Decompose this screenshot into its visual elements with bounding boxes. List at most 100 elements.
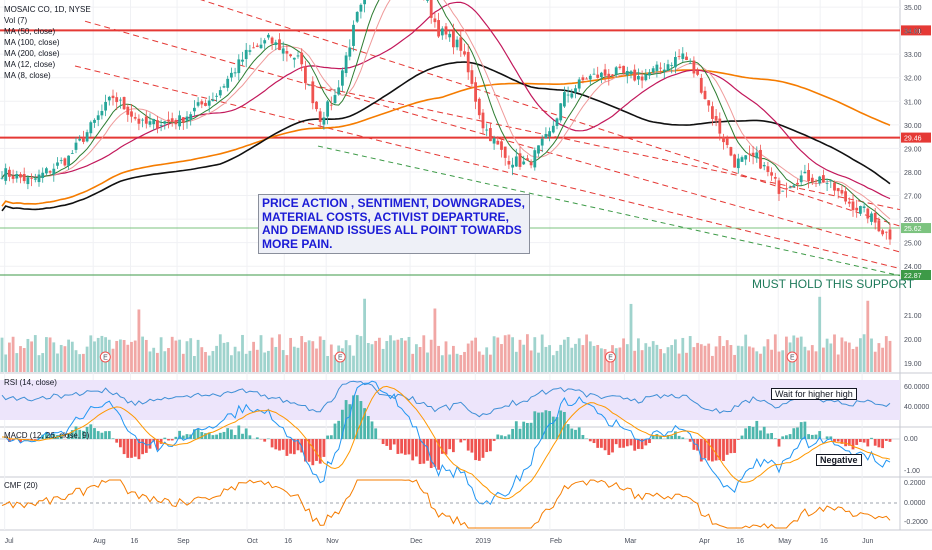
earnings-marker-label: E (790, 355, 795, 362)
macd-histogram-bar (163, 437, 167, 439)
candle-body (873, 212, 877, 223)
volume-bar (226, 342, 230, 372)
macd-histogram-bar (600, 439, 603, 448)
candle-body (581, 77, 585, 81)
candle-body (104, 101, 107, 111)
legend-ma12[interactable]: MA (12, close) (4, 60, 56, 69)
candle-body (355, 11, 359, 22)
legend-ma50[interactable]: MA (50, close) (4, 27, 56, 36)
macd-histogram-bar (503, 436, 507, 439)
macd-histogram-bar (847, 439, 851, 446)
macd-histogram-bar (215, 434, 218, 439)
macd-histogram-bar (699, 439, 703, 462)
macd-histogram-bar (570, 428, 574, 439)
candle-body (637, 76, 640, 80)
macd-histogram-bar (193, 429, 196, 439)
candle-body (204, 102, 207, 106)
macd-histogram-bar (48, 435, 52, 439)
macd-histogram-bar (788, 434, 792, 439)
volume-bar (707, 343, 711, 372)
candle-body (762, 164, 766, 167)
time-tick-label: Dec (410, 538, 423, 545)
macd-histogram-bar (559, 410, 563, 439)
macd-histogram-bar (592, 439, 596, 444)
macd-histogram-bar (759, 430, 762, 439)
volume-bar (755, 351, 759, 372)
candle-body (592, 73, 596, 75)
candle-body (522, 161, 526, 165)
volume-bar (492, 336, 496, 372)
volume-bar (422, 335, 426, 372)
volume-bar (666, 347, 670, 372)
cmf-tick-label: 0.0000 (904, 500, 926, 507)
macd-histogram-bar (659, 435, 662, 439)
candle-body (144, 116, 148, 124)
macd-histogram-bar (122, 439, 126, 455)
legend-ma8[interactable]: MA (8, close) (4, 71, 51, 80)
candle-body (884, 231, 888, 233)
volume-bar (581, 345, 585, 372)
candle-body (218, 90, 222, 96)
volume-bar (563, 339, 566, 372)
volume-bar (82, 353, 85, 372)
volume-bar (748, 346, 751, 372)
volume-bar (840, 337, 844, 372)
candle-body (877, 220, 881, 232)
candle-body (511, 164, 514, 168)
support-note[interactable]: MUST HOLD THIS SUPPORT (752, 277, 915, 291)
volume-bar (22, 348, 26, 372)
legend-ma200[interactable]: MA (200, close) (4, 49, 60, 58)
volume-bar (736, 345, 740, 372)
volume-bar (559, 344, 563, 372)
cmf-pane-label[interactable]: CMF (20) (4, 481, 38, 490)
volume-bar (70, 341, 74, 372)
volume-bar (85, 346, 89, 372)
rsi-pane-label[interactable]: RSI (14, close) (4, 378, 57, 387)
candle-body (799, 175, 803, 183)
candle-body (500, 141, 503, 150)
macd-histogram-bar (174, 436, 178, 439)
volume-bar (466, 343, 470, 372)
volume-bar (855, 346, 859, 372)
candle-body (503, 146, 507, 158)
volume-bar (222, 342, 226, 372)
volume-bar (30, 341, 33, 372)
symbol-title[interactable]: MOSAIC CO, 1D, NYSE (4, 5, 91, 14)
volume-bar (281, 350, 285, 372)
volume-bar (137, 309, 141, 372)
legend-vol[interactable]: Vol (7) (4, 16, 28, 25)
volume-bar (485, 347, 489, 372)
candle-body (514, 156, 518, 167)
macd-histogram-bar (263, 439, 267, 442)
rsi-note[interactable]: Wait for higher high (771, 388, 857, 400)
macd-histogram-bar (74, 426, 78, 439)
volume-bar (189, 338, 193, 372)
volume-bar (496, 337, 500, 372)
analysis-callout[interactable]: PRICE ACTION , SENTIMENT, DOWNGRADES, MA… (258, 194, 530, 254)
moving-average-line (1, 1, 891, 200)
moving-average-line (1, 61, 891, 212)
macd-histogram-bar (278, 439, 281, 451)
volume-bar (585, 334, 588, 372)
volume-bar (677, 353, 681, 372)
macd-histogram-bar (196, 428, 200, 439)
macd-histogram-bar (411, 439, 415, 461)
volume-bar (178, 339, 181, 372)
macd-histogram-bar (148, 439, 152, 449)
macd-note[interactable]: Negative (816, 454, 862, 466)
volume-bar (111, 348, 115, 372)
macd-histogram-bar (607, 439, 611, 455)
candle-body (292, 57, 296, 60)
legend-ma100[interactable]: MA (100, close) (4, 38, 60, 47)
macd-pane-label[interactable]: MACD (12, 26, close, 9) (4, 431, 90, 440)
time-tick-label: Aug (93, 538, 106, 545)
candle-body (244, 49, 248, 60)
volume-bar (762, 346, 766, 372)
macd-histogram-bar (855, 439, 859, 445)
volume-bar (514, 351, 518, 372)
macd-histogram-bar (633, 439, 637, 451)
candle-body (466, 51, 470, 73)
price-tick-label: 24.00 (904, 264, 922, 271)
candle-body (444, 26, 448, 35)
